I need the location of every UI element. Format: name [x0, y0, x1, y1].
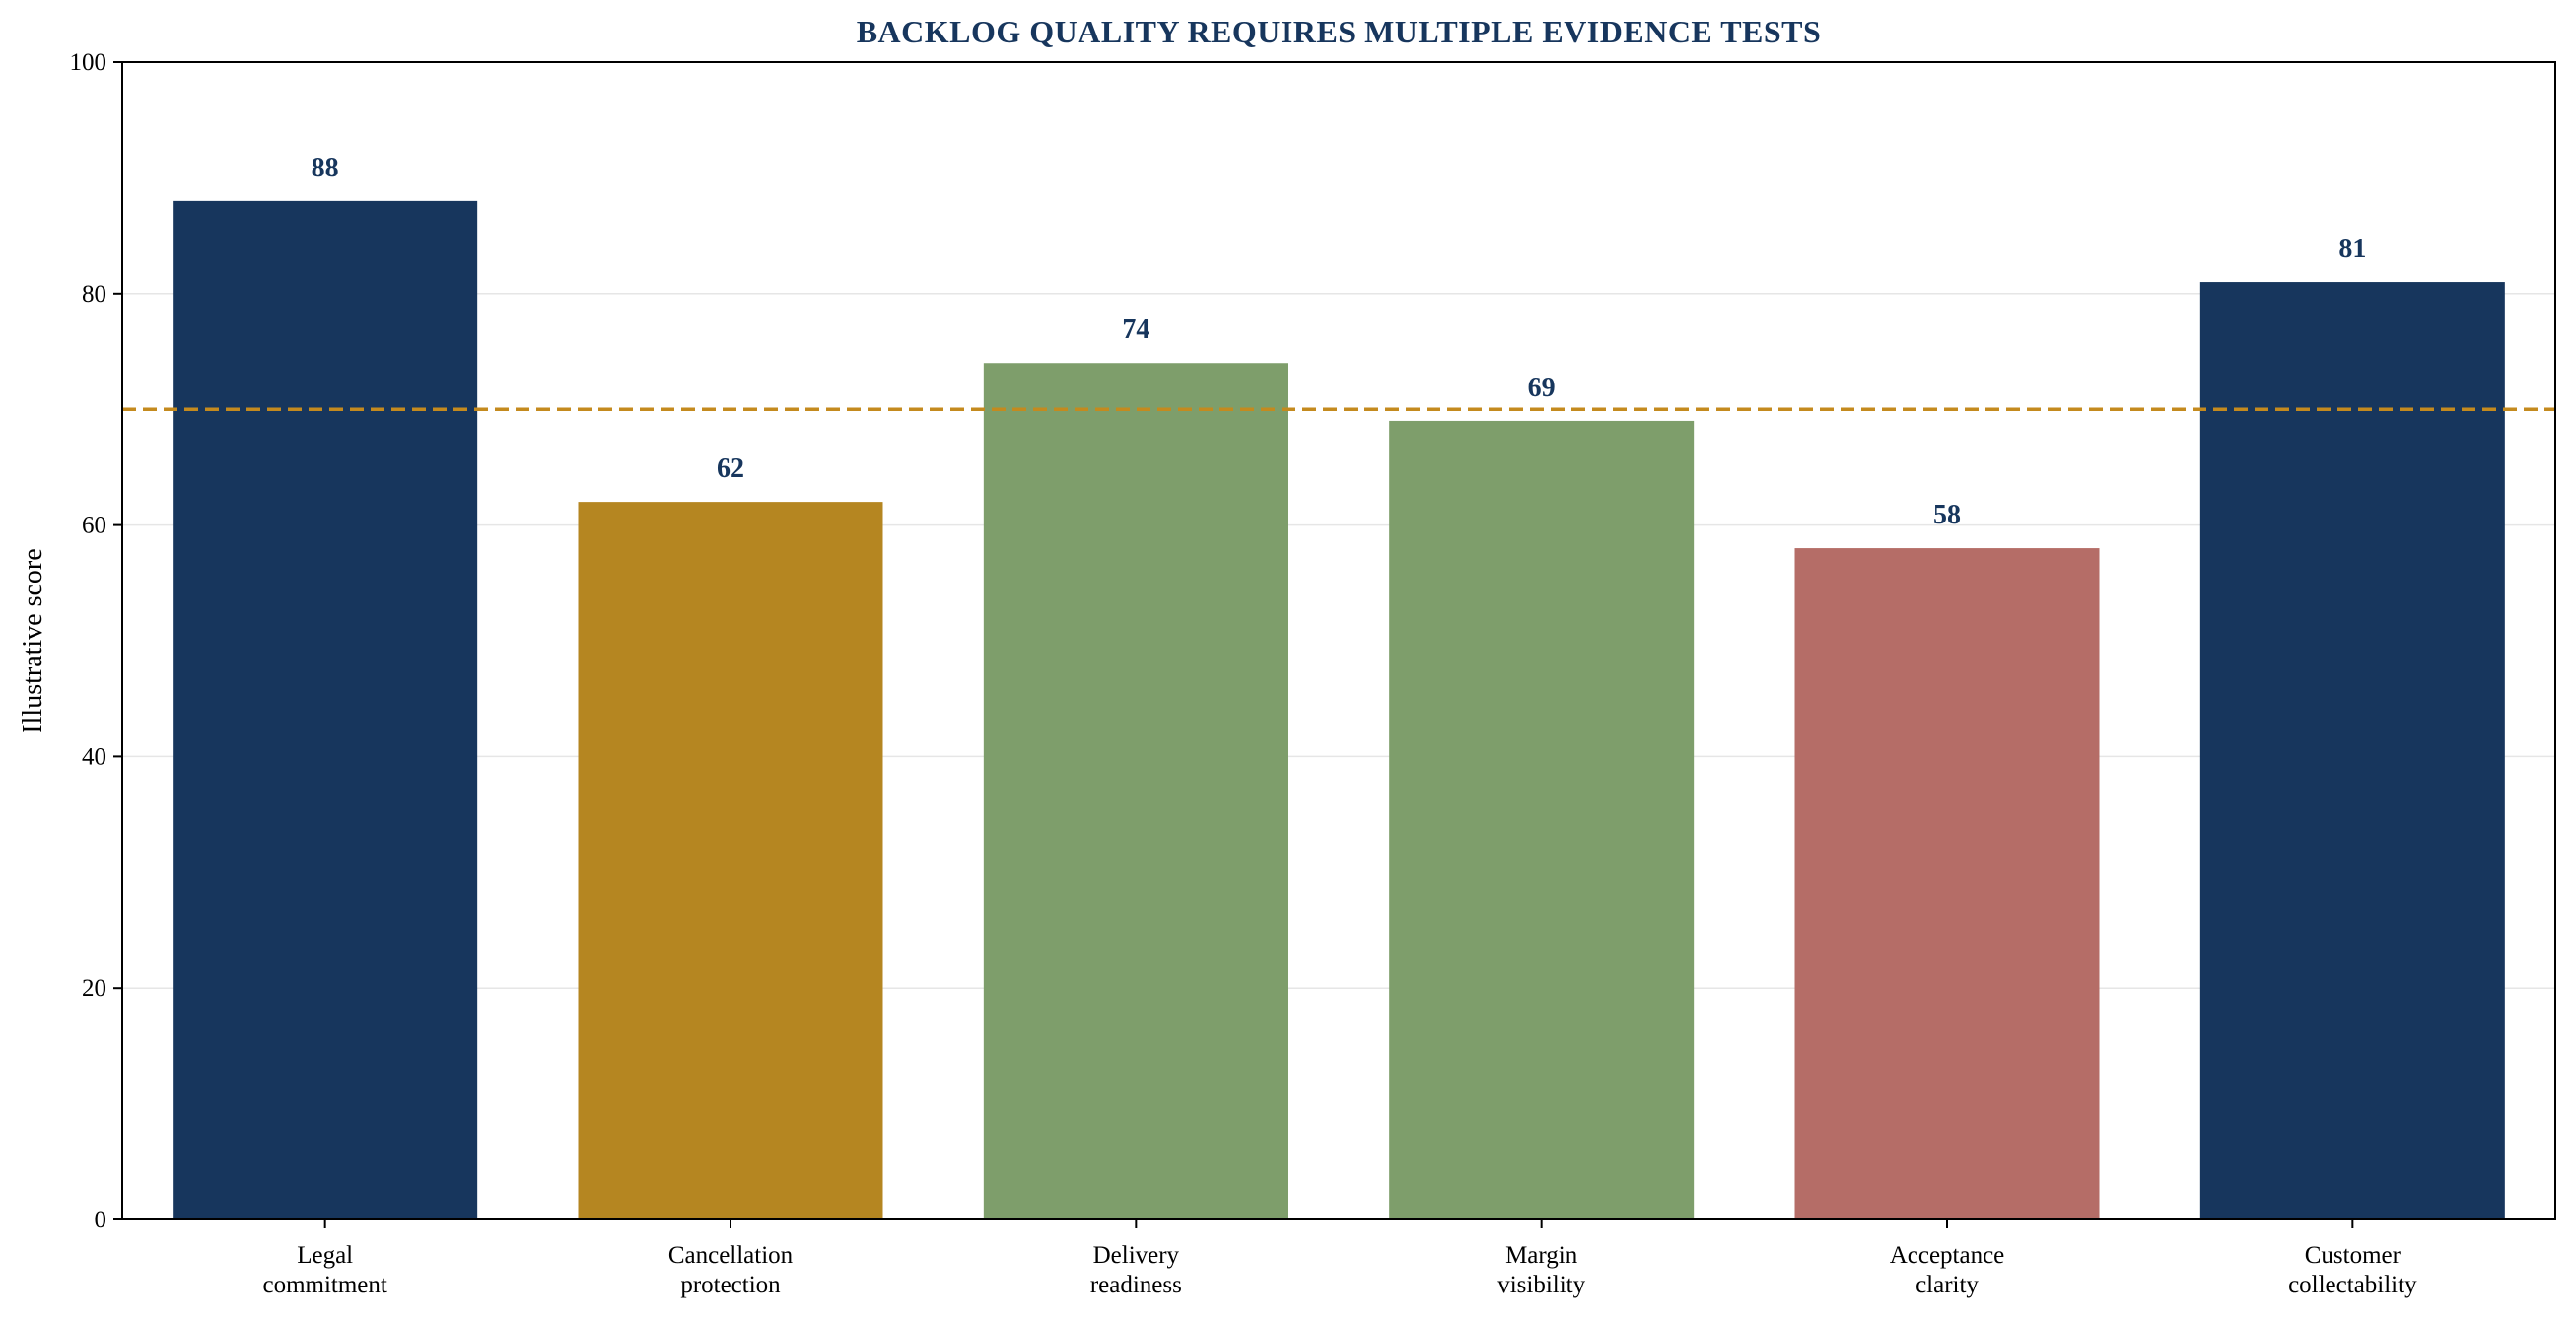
y-tick-label: 40	[82, 743, 106, 770]
x-tick-label-line: readiness	[1090, 1272, 1182, 1298]
chart-title: BACKLOG QUALITY REQUIRES MULTIPLE EVIDEN…	[857, 14, 1822, 49]
x-tick-label: Cancellation protection	[668, 1242, 794, 1298]
x-tick-label: Delivery readiness	[1090, 1242, 1182, 1298]
data-label: 69	[1528, 373, 1556, 403]
x-tick-label-line: Customer	[2305, 1242, 2402, 1269]
gridlines	[122, 293, 2555, 989]
x-tick-label: Margin visibility	[1497, 1242, 1585, 1298]
y-tick-label: 80	[82, 281, 106, 308]
x-tick-label-line: Delivery	[1093, 1242, 1180, 1269]
x-tick-label: Legal commitment	[262, 1242, 386, 1298]
y-tick-label: 60	[82, 513, 106, 539]
y-tick-label: 20	[82, 975, 106, 1002]
bars	[173, 200, 2505, 1219]
y-tick-label: 0	[95, 1207, 107, 1233]
data-label: 74	[1122, 314, 1149, 345]
x-tick-label-line: commitment	[262, 1272, 386, 1298]
bar	[983, 363, 1288, 1219]
x-tick-label-line: Margin	[1505, 1242, 1578, 1269]
bar	[578, 502, 883, 1219]
x-tick-label-line: Acceptance	[1890, 1242, 2005, 1269]
y-tick-label: 100	[70, 49, 107, 76]
bar	[2199, 282, 2505, 1219]
data-labels: 88 62 74 69 58 81	[312, 153, 2367, 530]
data-label: 62	[717, 453, 744, 484]
x-tick-label-line: Cancellation	[668, 1242, 794, 1269]
data-label: 58	[1933, 500, 1961, 530]
x-tick-label: Customer collectability	[2288, 1242, 2417, 1298]
data-label: 81	[2338, 234, 2366, 264]
x-tick-label-line: protection	[680, 1272, 781, 1298]
x-tick-label-line: collectability	[2288, 1272, 2417, 1298]
bar	[173, 200, 478, 1219]
axes: 0 20 40 60 80 100 Legal commitment Cancellation p…	[70, 49, 2556, 1298]
y-axis-label: Illustrative score	[18, 548, 48, 732]
data-label: 88	[312, 153, 339, 183]
x-tick-label-line: clarity	[1915, 1272, 1979, 1298]
x-tick-label: Acceptance clarity	[1890, 1242, 2005, 1298]
bar	[1794, 548, 2100, 1219]
x-tick-label-line: Legal	[297, 1242, 353, 1269]
x-tick-label-line: visibility	[1497, 1272, 1585, 1298]
plot-frame	[121, 61, 2556, 1220]
bar	[1389, 420, 1695, 1219]
